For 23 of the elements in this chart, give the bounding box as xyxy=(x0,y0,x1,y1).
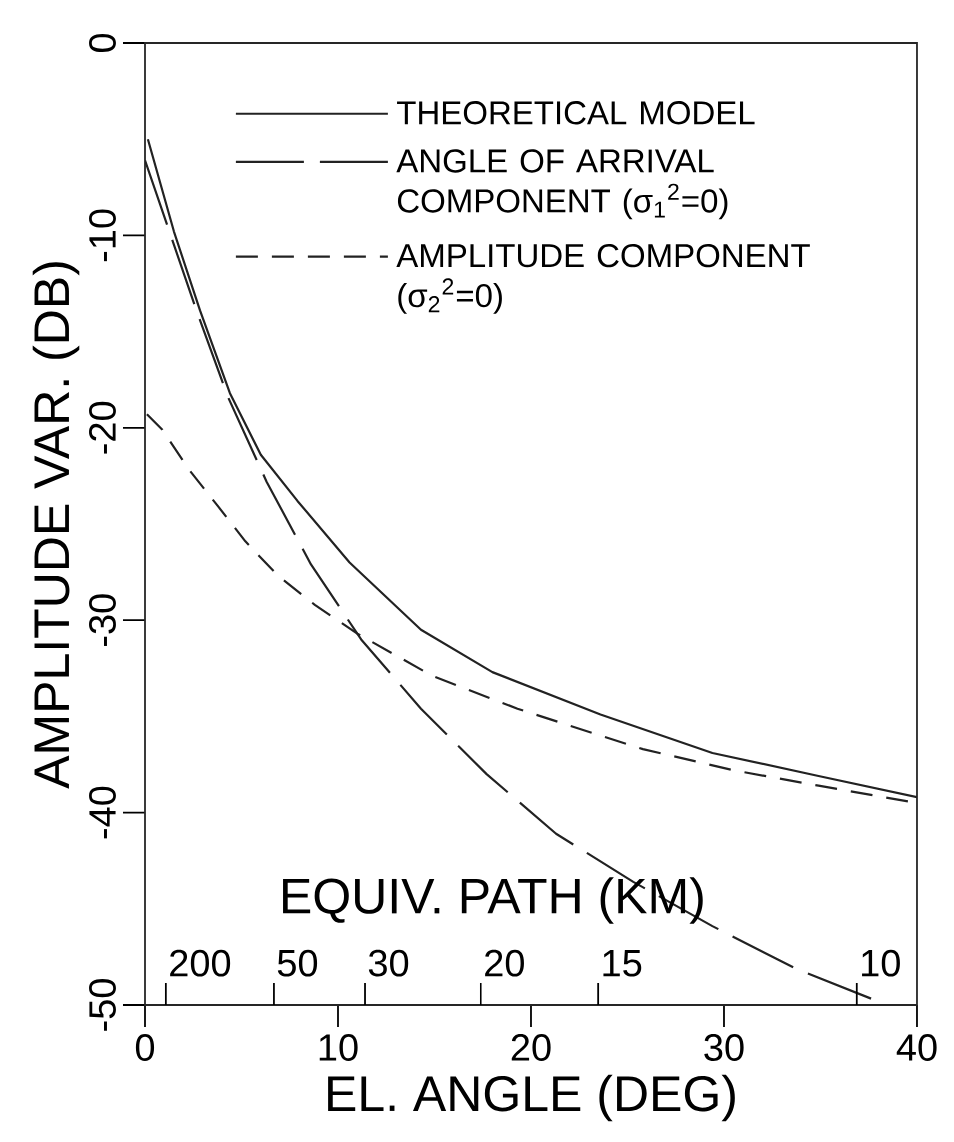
y-tick-label: -30 xyxy=(89,594,116,646)
x-tick-label: 10 xyxy=(319,1034,358,1061)
x-tick-label: 20 xyxy=(511,1034,551,1061)
annotation: 200 xyxy=(170,949,231,977)
annotation: 50 xyxy=(277,949,318,977)
annotation: 10 xyxy=(862,949,900,977)
x-tick-label: 0 xyxy=(135,1034,155,1061)
annotation: 20 xyxy=(485,949,524,977)
legend-label: AMPLITUDE COMPONENT (σ$_{2}$$^{2}$=0) xyxy=(396,243,810,314)
annotation: EQUIV. PATH (KM) xyxy=(283,877,703,924)
annotation: 30 xyxy=(368,949,409,977)
y-tick-label: -50 xyxy=(89,979,116,1031)
y-tick-label: -40 xyxy=(89,786,116,839)
y-tick-label: -10 xyxy=(89,209,116,262)
legend-label: THEORETICAL MODEL xyxy=(397,101,755,125)
y-tick-label: -20 xyxy=(89,401,116,454)
annotation: 15 xyxy=(603,950,642,977)
x-axis-title: EL. ANGLE (DEG) xyxy=(328,1074,735,1122)
x-tick-label: 30 xyxy=(704,1034,744,1061)
y-axis-title: AMPLITUDE VAR. (DB) xyxy=(32,262,80,789)
legend-label: ANGLE OF ARRIVAL COMPONENT (σ$_{1}$$^{2}$=0) xyxy=(396,149,728,220)
x-tick-label: 40 xyxy=(896,1034,937,1061)
y-tick-label: 0 xyxy=(89,33,116,53)
